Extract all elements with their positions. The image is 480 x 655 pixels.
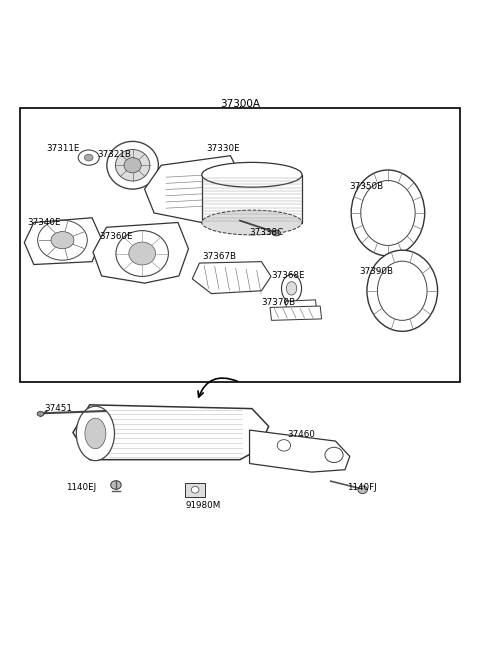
Ellipse shape: [76, 406, 115, 460]
Text: 91980M: 91980M: [185, 500, 220, 510]
Polygon shape: [192, 261, 271, 293]
Ellipse shape: [124, 158, 141, 173]
Ellipse shape: [202, 210, 302, 235]
Ellipse shape: [202, 162, 302, 187]
Polygon shape: [270, 306, 322, 320]
Ellipse shape: [78, 150, 99, 165]
Ellipse shape: [351, 170, 425, 256]
Bar: [185, 483, 205, 497]
Text: 37370B: 37370B: [262, 298, 296, 307]
Text: 37350B: 37350B: [350, 182, 384, 191]
Text: 37451: 37451: [44, 404, 72, 413]
Text: 37360E: 37360E: [99, 233, 132, 241]
Ellipse shape: [84, 155, 93, 161]
Text: 37367B: 37367B: [202, 252, 236, 261]
Polygon shape: [144, 156, 245, 223]
FancyArrowPatch shape: [198, 378, 238, 397]
Text: 37338C: 37338C: [250, 227, 284, 236]
Ellipse shape: [325, 447, 343, 462]
Ellipse shape: [272, 230, 281, 236]
Polygon shape: [73, 405, 269, 460]
Text: 37368E: 37368E: [271, 271, 304, 280]
Polygon shape: [250, 430, 350, 472]
Text: 37340E: 37340E: [28, 218, 61, 227]
Polygon shape: [93, 223, 189, 283]
Ellipse shape: [377, 261, 427, 320]
Ellipse shape: [277, 440, 290, 451]
Ellipse shape: [281, 274, 301, 302]
Text: 37321B: 37321B: [97, 150, 131, 159]
Ellipse shape: [116, 231, 168, 276]
Ellipse shape: [85, 418, 106, 449]
Polygon shape: [24, 217, 102, 265]
Text: 37311E: 37311E: [47, 144, 80, 153]
Ellipse shape: [129, 242, 156, 265]
Text: 37330E: 37330E: [206, 144, 240, 153]
Text: 37390B: 37390B: [360, 267, 393, 276]
Polygon shape: [285, 300, 317, 316]
Ellipse shape: [111, 481, 121, 489]
Bar: [21, 108, 459, 383]
Text: 37300A: 37300A: [220, 100, 260, 109]
Text: 1140FJ: 1140FJ: [348, 483, 377, 492]
Text: 1140EJ: 1140EJ: [66, 483, 96, 492]
Ellipse shape: [286, 282, 297, 295]
Text: 37460: 37460: [288, 430, 315, 440]
Ellipse shape: [107, 141, 158, 189]
Ellipse shape: [367, 250, 438, 331]
Polygon shape: [202, 175, 302, 223]
Ellipse shape: [51, 232, 74, 249]
Ellipse shape: [37, 411, 44, 417]
Ellipse shape: [361, 181, 415, 246]
Ellipse shape: [192, 487, 199, 493]
Ellipse shape: [358, 486, 367, 494]
Ellipse shape: [116, 149, 150, 181]
